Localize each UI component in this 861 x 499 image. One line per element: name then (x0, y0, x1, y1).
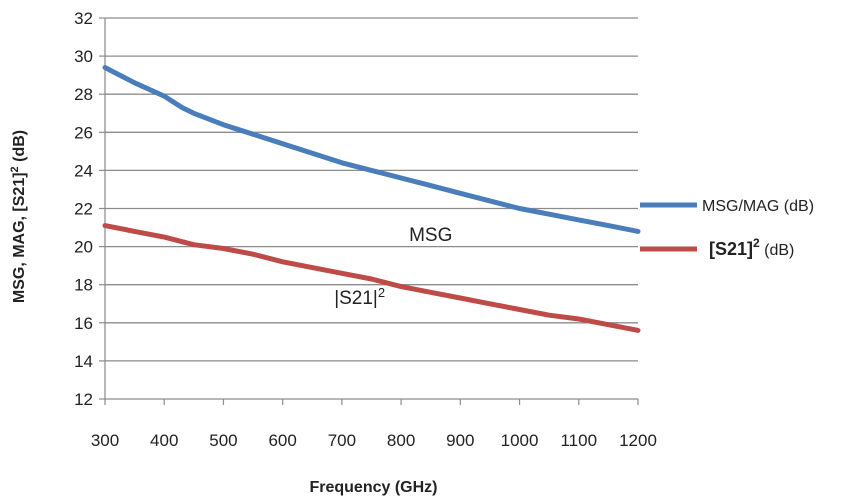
x-tick-labels: 300 400 500 600 700 800 900 1000 1100 1200 (91, 431, 657, 450)
x-tick-label: 600 (268, 431, 296, 450)
grid-lines (99, 17, 639, 405)
series-line-s21 (102, 223, 641, 333)
x-axis-title: Frequency (GHz) (309, 479, 437, 496)
legend-label-s21-unit: (dB) (760, 242, 795, 259)
y-tick-label: 24 (74, 161, 93, 180)
x-tick-label: 1000 (501, 431, 539, 450)
y-axis-title-superscript: 2 (9, 166, 21, 172)
y-tick-label: 12 (74, 390, 93, 409)
series-line-msg-mag (102, 65, 641, 234)
x-tick-label: 400 (150, 431, 178, 450)
annotation-s21-superscript: 2 (378, 285, 385, 300)
y-axis-title: MSG, MAG, [S21]2 (dB) (9, 130, 28, 303)
x-tick-label: 1200 (619, 431, 657, 450)
x-tick-label: 300 (91, 431, 119, 450)
annotation-s21-main: |S21| (334, 288, 378, 309)
legend-label-s21: [S21]2 (dB) (709, 236, 794, 259)
y-tick-label: 26 (74, 123, 93, 142)
legend-label-msg-mag-unit: (dB) (779, 198, 814, 215)
y-tick-label: 28 (74, 85, 93, 104)
x-tick-label: 800 (387, 431, 415, 450)
x-tick-label: 900 (446, 431, 474, 450)
y-tick-label: 16 (74, 314, 93, 333)
y-tick-labels: 12 14 16 18 20 22 24 26 28 30 32 (74, 9, 93, 409)
annotation-msg: MSG (409, 225, 452, 246)
y-tick-label: 32 (74, 9, 93, 28)
y-tick-label: 20 (74, 238, 93, 257)
legend-item-s21: [S21]2 (dB) (640, 236, 794, 259)
legend: MSG/MAG (dB) [S21]2 (dB) (640, 198, 814, 259)
series-layer (102, 65, 641, 333)
legend-label-msg-mag: MSG/MAG (dB) (702, 198, 814, 215)
x-tick-label: 1100 (560, 431, 597, 450)
y-tick-label: 14 (74, 352, 93, 371)
y-tick-label: 18 (74, 276, 93, 295)
y-axis-title-unit: (dB) (11, 130, 28, 166)
y-tick-label: 30 (74, 47, 93, 66)
y-axis-title-main: MSG, MAG, [S21] (11, 172, 28, 303)
legend-item-msg-mag: MSG/MAG (dB) (640, 198, 814, 215)
x-tick-label: 500 (209, 431, 237, 450)
annotation-s21: |S21|2 (334, 285, 385, 309)
y-tick-label: 22 (74, 200, 93, 219)
x-tick-label: 700 (328, 431, 356, 450)
legend-label-s21-superscript: 2 (753, 236, 760, 250)
legend-label-s21-main: [S21] (709, 239, 753, 259)
legend-label-msg-mag-main: MSG/MAG (702, 198, 779, 215)
